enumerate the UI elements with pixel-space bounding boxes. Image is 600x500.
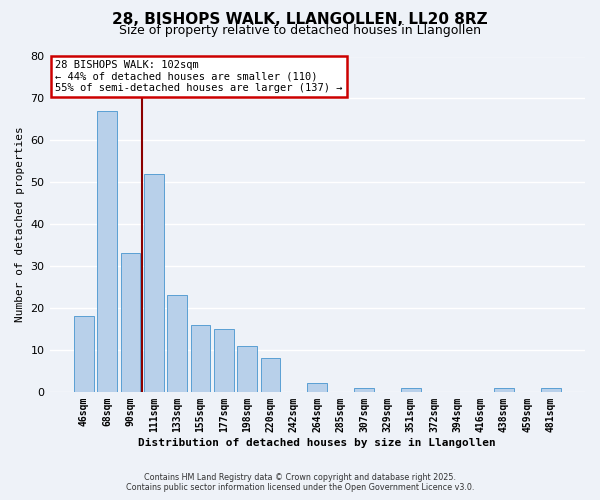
X-axis label: Distribution of detached houses by size in Llangollen: Distribution of detached houses by size … [139, 438, 496, 448]
Text: 28, BISHOPS WALK, LLANGOLLEN, LL20 8RZ: 28, BISHOPS WALK, LLANGOLLEN, LL20 8RZ [112, 12, 488, 28]
Bar [191, 324, 211, 392]
Y-axis label: Number of detached properties: Number of detached properties [15, 126, 25, 322]
Bar [74, 316, 94, 392]
Bar [214, 329, 234, 392]
Bar [97, 111, 117, 392]
Bar [121, 254, 140, 392]
Bar [494, 388, 514, 392]
Bar [144, 174, 164, 392]
Text: Size of property relative to detached houses in Llangollen: Size of property relative to detached ho… [119, 24, 481, 37]
Text: 28 BISHOPS WALK: 102sqm
← 44% of detached houses are smaller (110)
55% of semi-d: 28 BISHOPS WALK: 102sqm ← 44% of detache… [55, 60, 343, 93]
Bar [401, 388, 421, 392]
Bar [307, 384, 327, 392]
Bar [260, 358, 280, 392]
Bar [167, 296, 187, 392]
Bar [541, 388, 560, 392]
Bar [354, 388, 374, 392]
Text: Contains HM Land Registry data © Crown copyright and database right 2025.
Contai: Contains HM Land Registry data © Crown c… [126, 473, 474, 492]
Bar [238, 346, 257, 392]
